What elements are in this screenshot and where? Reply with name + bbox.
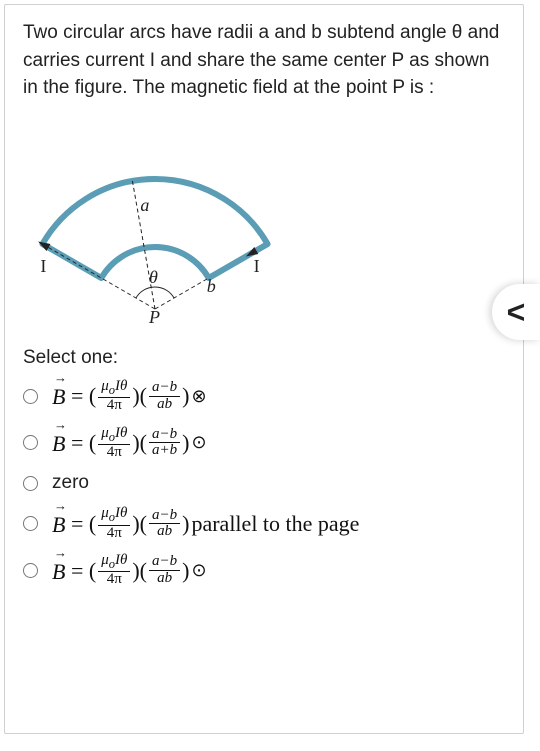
next-chevron-button[interactable]: < [492,284,540,340]
option-row[interactable]: B = (μoIθ4π)(a−bab)⊗ [23,377,505,416]
option-label: zero [52,472,89,494]
option-radio[interactable] [23,476,38,491]
svg-text:I: I [40,256,46,276]
question-card: Two circular arcs have radii a and b sub… [4,4,524,734]
svg-text:P: P [148,307,160,324]
option-row[interactable]: zero [23,470,505,496]
option-formula: B = (μoIθ4π)(a−bab)⊙ [52,553,207,588]
option-radio[interactable] [23,563,38,578]
svg-text:θ: θ [149,267,158,287]
option-radio[interactable] [23,389,38,404]
option-formula: B = (μoIθ4π)(a−bab)parallel to the page [52,506,359,541]
option-row[interactable]: B = (μoIθ4π)(a−bab)parallel to the page [23,504,505,543]
option-row[interactable]: B = (μoIθ4π)(a−bab)⊙ [23,551,505,590]
svg-text:a: a [140,195,149,215]
option-radio[interactable] [23,516,38,531]
option-formula: B = (μoIθ4π)(a−ba+b)⊙ [52,426,207,461]
options-list: B = (μoIθ4π)(a−bab)⊗ B = (μoIθ4π)(a−ba+b)… [23,377,505,591]
question-text: Two circular arcs have radii a and b sub… [23,19,505,102]
svg-text:I: I [254,256,260,276]
option-radio[interactable] [23,435,38,450]
chevron-left-icon: < [507,294,526,331]
option-row[interactable]: B = (μoIθ4π)(a−ba+b)⊙ [23,424,505,463]
svg-text:b: b [207,276,216,296]
option-formula: B = (μoIθ4π)(a−bab)⊗ [52,379,207,414]
figure-container: a b θ P I I [35,124,505,329]
select-one-label: Select one: [23,347,505,369]
arc-figure: a b θ P I I [35,124,275,324]
